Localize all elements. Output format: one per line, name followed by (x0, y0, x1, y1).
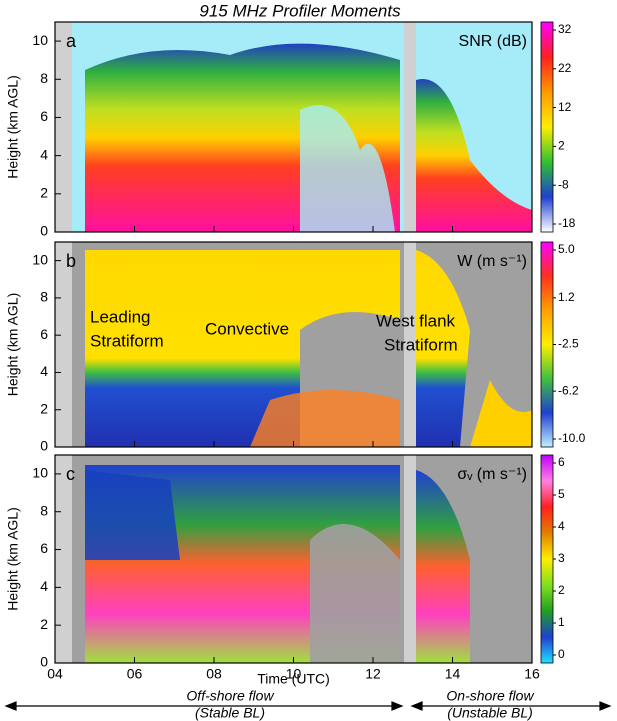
y-tick-label: 0 (40, 438, 48, 454)
panel-a-image (55, 22, 532, 232)
colorbar-tick-label: -2.5 (558, 337, 579, 351)
annotation: Convective (205, 319, 289, 338)
y-tick-label: 8 (40, 502, 48, 518)
colorbar-tick-label: 2 (558, 139, 565, 153)
x-tick-label: 12 (365, 666, 381, 682)
y-tick-label: 0 (40, 654, 48, 670)
y-tick-label: 10 (32, 465, 48, 481)
panel-label: a (66, 31, 77, 51)
colorbar-tick-label: -6.2 (558, 383, 579, 397)
colorbar-tick-label: 5.0 (558, 242, 575, 256)
colorbar-tick-label: 32 (558, 22, 572, 36)
colorbar-tick-label: -18 (558, 216, 576, 230)
y-axis-label: Height (km AGL) (5, 75, 21, 178)
colorbar-tick-label: 22 (558, 61, 572, 75)
colorbar-tick-label: 4 (558, 519, 565, 533)
colorbar-tick-label: 0 (558, 647, 565, 661)
y-tick-label: 2 (40, 185, 48, 201)
y-tick-label: 6 (40, 326, 48, 342)
y-axis-label: Height (km AGL) (5, 293, 21, 396)
y-axis-label: Height (km AGL) (5, 507, 21, 610)
annotation: West flank (376, 311, 456, 330)
colorbar-label: σᵥ (m s⁻¹) (457, 466, 527, 483)
colorbar-tick-label: -8 (558, 177, 569, 191)
annotation: Leading (90, 307, 151, 326)
x-tick-label: 06 (127, 666, 143, 682)
x-tick-label: 10 (286, 666, 302, 682)
y-tick-label: 0 (40, 223, 48, 239)
colorbar-tick-label: -10.0 (558, 431, 586, 445)
x-tick-label: 16 (524, 666, 540, 682)
y-tick-label: 10 (32, 32, 48, 48)
y-tick-label: 8 (40, 289, 48, 305)
annotation: (Unstable BL) (447, 705, 533, 721)
y-tick-label: 4 (40, 578, 48, 594)
x-tick-label: 04 (47, 666, 63, 682)
colorbar (540, 21, 554, 233)
colorbar-label: SNR (dB) (459, 33, 527, 50)
x-tick-label: 08 (206, 666, 222, 682)
annotation: Stratiform (90, 331, 164, 350)
chart-title: 915 MHz Profiler Moments (199, 1, 401, 20)
colorbar (540, 241, 554, 448)
y-tick-label: 4 (40, 146, 48, 162)
colorbar-label: W (m s⁻¹) (457, 253, 527, 270)
colorbar-tick-label: 1 (558, 615, 565, 629)
annotation: Off-shore flow (186, 688, 274, 704)
y-tick-label: 2 (40, 616, 48, 632)
colorbar-tick-label: 12 (558, 100, 572, 114)
colorbar-tick-label: 3 (558, 551, 565, 565)
y-tick-label: 10 (32, 251, 48, 267)
colorbar-tick-label: 5 (558, 487, 565, 501)
flow-arrows (4, 701, 612, 711)
y-tick-label: 8 (40, 70, 48, 86)
y-tick-label: 6 (40, 540, 48, 556)
y-tick-label: 4 (40, 363, 48, 379)
annotation: (Stable BL) (195, 705, 265, 721)
colorbar (540, 454, 554, 664)
panel-c-image (55, 455, 532, 663)
panel-b-image (55, 242, 532, 447)
y-tick-label: 6 (40, 108, 48, 124)
x-axis-label: Time (UTC) (257, 671, 330, 687)
colorbar-tick-label: 6 (558, 455, 565, 469)
x-tick-label: 14 (445, 666, 461, 682)
y-tick-label: 2 (40, 400, 48, 416)
colorbar-tick-label: 1.2 (558, 290, 575, 304)
annotation: Stratiform (384, 335, 458, 354)
panel-label: b (66, 251, 76, 271)
panel-label: c (66, 464, 75, 484)
annotation: On-shore flow (446, 688, 534, 704)
colorbar-tick-label: 2 (558, 583, 565, 597)
